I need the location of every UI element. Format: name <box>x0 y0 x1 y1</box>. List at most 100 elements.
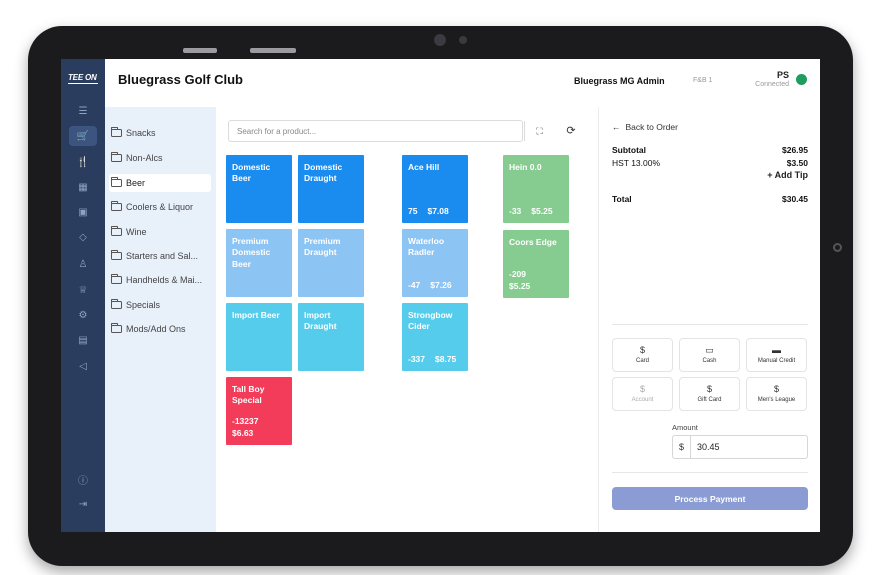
refresh-icon: ⟳ <box>566 124 576 137</box>
calendar-icon[interactable]: ▦ <box>78 181 88 193</box>
category-list: Snacks Non-Alcs Beer Coolers & Liquor Wi… <box>105 107 216 532</box>
folder-icon <box>110 323 122 333</box>
tax-label: HST 13.00% <box>612 158 661 168</box>
subtotal-value: $26.95 <box>782 145 808 155</box>
total-value: $30.45 <box>782 194 808 204</box>
payment-mens-league-button[interactable]: $ Men's League <box>746 377 807 411</box>
product-name: Coors Edge <box>509 237 557 247</box>
payment-gift-card-button[interactable]: $ Gift Card <box>679 377 740 411</box>
category-label: Snacks <box>126 128 156 138</box>
product-name: Hein 0.0 <box>509 162 542 172</box>
trophy-icon[interactable]: ♕ <box>78 284 88 296</box>
tag-icon[interactable]: ◇ <box>79 231 87 243</box>
folder-icon <box>110 127 122 137</box>
tax-value: $3.50 <box>786 158 808 168</box>
amount-label: Amount <box>672 423 698 432</box>
refresh-button[interactable]: ⟳ <box>563 122 579 138</box>
product-price: $7.26 <box>430 279 452 290</box>
dollar-icon: $ <box>639 345 645 355</box>
card-icon: ▬ <box>772 345 781 355</box>
product-qty: -13237 <box>232 416 259 427</box>
payment-card-button[interactable]: $ Card <box>612 338 673 372</box>
logout-icon[interactable]: ⇥ <box>78 498 88 510</box>
category-snacks[interactable]: Snacks <box>109 124 211 142</box>
settings-icon[interactable]: ⚙ <box>78 309 88 321</box>
category-coolers-liquor[interactable]: Coolers & Liquor <box>109 198 211 216</box>
total-row: Total $30.45 <box>612 194 808 204</box>
product-tile[interactable]: Domestic Draught <box>298 155 364 223</box>
back-label: Back to Order <box>625 122 678 132</box>
product-name: Import Beer <box>232 310 280 320</box>
category-specials[interactable]: Specials <box>109 296 211 314</box>
back-to-order-button[interactable]: ← Back to Order <box>612 122 678 132</box>
product-tile[interactable]: Premium Draught <box>298 229 364 297</box>
product-name: Premium Draught <box>304 236 341 258</box>
product-tile[interactable]: Import Beer <box>226 303 292 371</box>
report-icon[interactable]: ▤ <box>78 334 88 346</box>
category-label: Non-Alcs <box>126 153 163 163</box>
category-mods[interactable]: Mods/Add Ons <box>109 320 211 338</box>
product-name: Import Draught <box>304 310 337 332</box>
category-beer[interactable]: Beer <box>109 174 211 192</box>
folder-icon <box>110 177 122 187</box>
category-handhelds[interactable]: Handhelds & Mai... <box>109 271 211 289</box>
product-tile[interactable]: Waterloo Radler -47 $7.26 <box>402 229 468 297</box>
process-payment-button[interactable]: Process Payment <box>612 487 808 510</box>
menu-icon[interactable]: ☰ <box>78 105 88 117</box>
category-label: Handhelds & Mai... <box>126 275 203 285</box>
category-label: Specials <box>126 300 161 310</box>
product-tile[interactable]: Tall Boy Special -13237 $6.63 <box>226 377 292 445</box>
payment-manual-credit-button[interactable]: ▬ Manual Credit <box>746 338 807 372</box>
payment-label: Manual Credit <box>757 358 796 364</box>
admin-name: Bluegrass MG Admin <box>574 76 665 86</box>
tee-on-logo: TEE ON <box>68 73 98 84</box>
folder-icon <box>110 299 122 309</box>
connection-status: Connected <box>755 81 789 88</box>
inventory-icon[interactable]: ▣ <box>78 206 88 218</box>
power-button <box>250 48 296 53</box>
divider <box>612 472 808 473</box>
megaphone-icon[interactable]: ◁ <box>79 360 87 372</box>
category-label: Starters and Sal... <box>126 251 199 261</box>
panel-divider <box>598 107 599 532</box>
product-tile[interactable]: Domestic Beer <box>226 155 292 223</box>
add-tip-button[interactable]: + Add Tip <box>767 170 808 180</box>
category-label: Coolers & Liquor <box>126 202 194 212</box>
user-initials[interactable]: PS <box>776 70 789 80</box>
barcode-scan-button[interactable]: ⛶ <box>524 121 554 141</box>
product-price: $5.25 <box>531 205 553 216</box>
search-input[interactable] <box>229 121 524 141</box>
amount-field: $ <box>672 435 808 459</box>
side-button <box>833 243 842 252</box>
info-icon[interactable]: ⓘ <box>78 475 88 487</box>
product-tile[interactable]: Ace Hill 75 $7.08 <box>402 155 468 223</box>
product-tile[interactable]: Strongbow Cider -337 $8.75 <box>402 303 468 371</box>
payment-cash-button[interactable]: ▭ Cash <box>679 338 740 372</box>
payment-label: Gift Card <box>697 397 722 403</box>
dollar-icon: $ <box>706 384 712 394</box>
category-wine[interactable]: Wine <box>109 223 211 241</box>
restaurant-icon[interactable]: 🍴 <box>76 156 90 168</box>
product-tile[interactable]: Premium Domestic Beer <box>226 229 292 297</box>
category-non-alcs[interactable]: Non-Alcs <box>109 149 211 167</box>
payment-account-button[interactable]: $ Account <box>612 377 673 411</box>
category-starters[interactable]: Starters and Sal... <box>109 247 211 265</box>
amount-input[interactable] <box>691 436 807 458</box>
product-tile[interactable]: Coors Edge -209 $5.25 <box>503 230 569 298</box>
status-indicator <box>796 74 807 85</box>
user-icon[interactable]: ♙ <box>78 258 88 270</box>
product-tile[interactable]: Hein 0.0 -33 $5.25 <box>503 155 569 223</box>
currency-symbol: $ <box>673 436 691 458</box>
nav-rail: TEE ON ☰ 🛒 🍴 ▦ ▣ ◇ ♙ ♕ ⚙ ▤ ◁ ⓘ ⇥ <box>61 59 105 532</box>
volume-button <box>183 48 217 53</box>
folder-icon <box>110 226 122 236</box>
product-name: Tall Boy Special <box>232 384 265 406</box>
product-qty: 75 <box>408 205 418 216</box>
product-name: Premium Domestic Beer <box>232 236 271 269</box>
dollar-icon: $ <box>639 384 645 394</box>
category-label: Beer <box>126 178 146 188</box>
product-qty: -33 <box>509 205 522 216</box>
product-tile[interactable]: Import Draught <box>298 303 364 371</box>
payment-label: Cash <box>702 358 717 364</box>
cart-icon[interactable]: 🛒 <box>69 126 97 146</box>
